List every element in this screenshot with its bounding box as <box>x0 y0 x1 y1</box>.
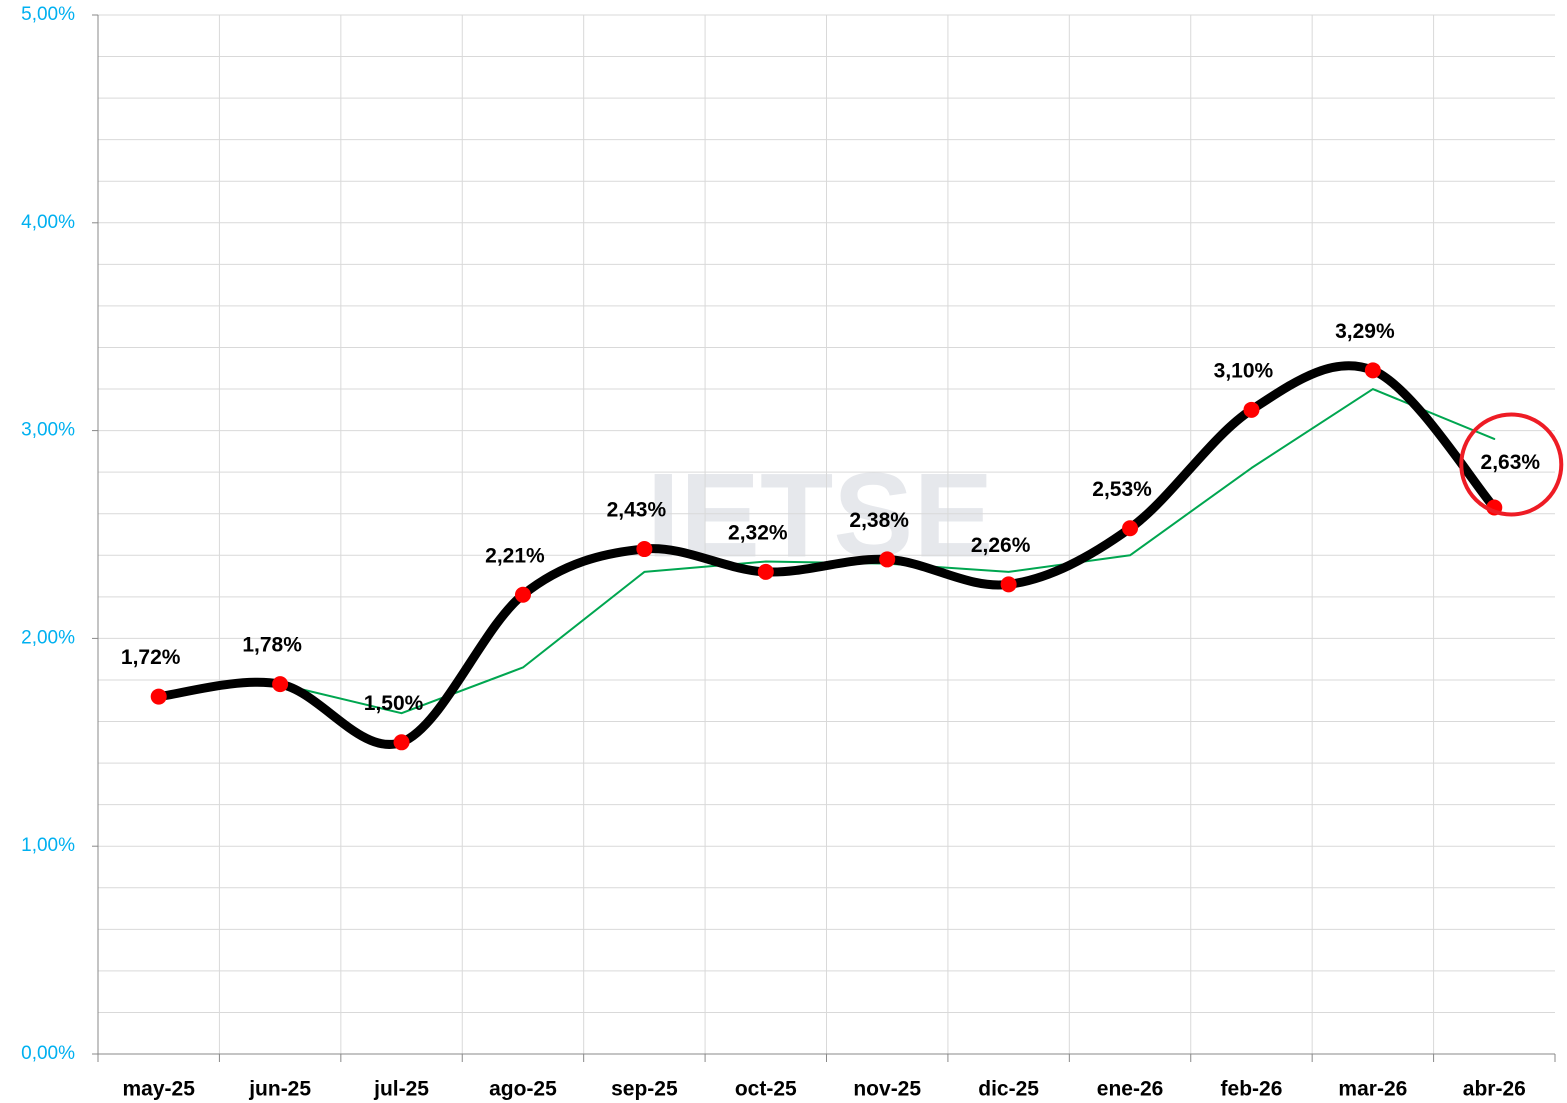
marker <box>1243 401 1260 418</box>
x-tick-label: abr-26 <box>1463 1078 1526 1101</box>
y-tick-label: 5,00% <box>21 4 75 25</box>
data-label: 2,26% <box>971 534 1031 557</box>
x-tick-label: sep-25 <box>611 1078 678 1101</box>
series-line <box>154 361 1499 749</box>
marker <box>272 676 289 693</box>
x-tick-label: dic-25 <box>978 1078 1039 1101</box>
data-label: 2,43% <box>607 499 667 522</box>
marker <box>1000 576 1017 593</box>
data-label: 3,10% <box>1214 359 1274 382</box>
data-label: 2,38% <box>849 509 909 532</box>
x-tick-label: mar-26 <box>1338 1078 1407 1101</box>
x-tick-label: ago-25 <box>489 1078 557 1101</box>
data-label: 2,32% <box>728 521 788 544</box>
x-tick-label: nov-25 <box>853 1078 921 1101</box>
data-label: 1,50% <box>364 692 424 715</box>
data-label: 2,63% <box>1481 451 1541 474</box>
y-tick-label: 2,00% <box>21 627 75 648</box>
data-label: 2,21% <box>485 544 545 567</box>
marker <box>636 541 653 558</box>
marker <box>879 551 896 568</box>
data-label: 2,53% <box>1092 478 1152 501</box>
marker <box>1122 520 1139 537</box>
marker <box>150 688 167 705</box>
marker <box>514 586 531 603</box>
x-tick-label: may-25 <box>123 1078 196 1101</box>
x-tick-label: ene-26 <box>1097 1078 1164 1101</box>
y-tick-label: 0,00% <box>21 1043 75 1064</box>
x-tick-label: oct-25 <box>735 1078 797 1101</box>
x-tick-label: jun-25 <box>248 1078 311 1101</box>
y-tick-label: 1,00% <box>21 835 75 856</box>
data-label: 1,72% <box>121 646 181 669</box>
marker <box>393 734 410 751</box>
y-tick-label: 3,00% <box>21 420 75 441</box>
marker <box>1364 362 1381 379</box>
x-tick-label: feb-26 <box>1221 1078 1283 1101</box>
data-label: 3,29% <box>1335 320 1395 343</box>
y-tick-label: 4,00% <box>21 212 75 233</box>
marker <box>757 563 774 580</box>
x-tick-label: jul-25 <box>373 1078 429 1101</box>
data-label: 1,78% <box>242 634 302 657</box>
highlight-circle <box>1459 412 1564 517</box>
